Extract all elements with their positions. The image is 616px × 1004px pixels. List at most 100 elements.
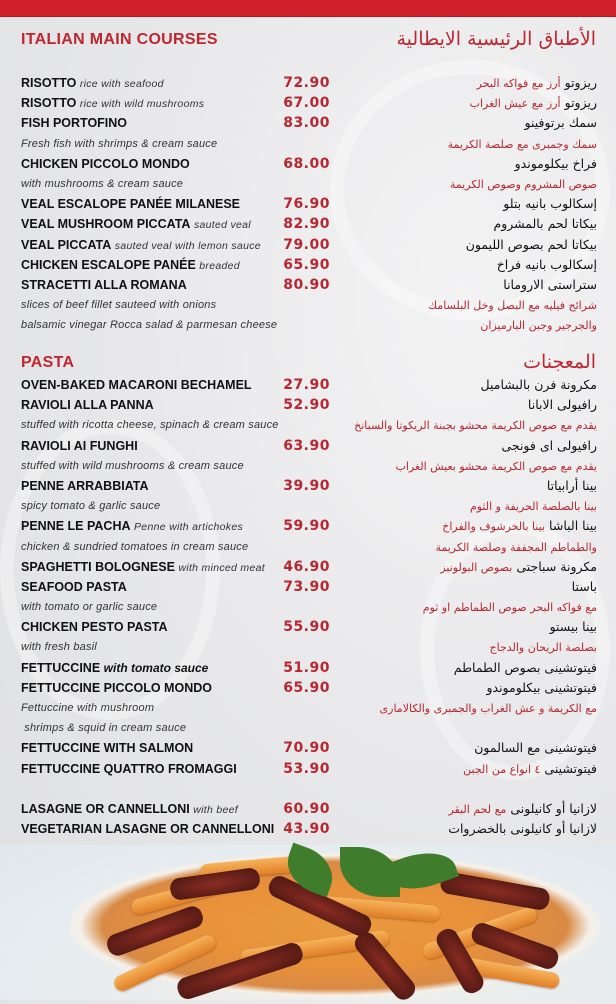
item-price: 60.90	[283, 801, 330, 817]
item-name: RISOTTO	[21, 96, 77, 111]
item-price: 43.90	[283, 821, 330, 838]
item-arabic: إسكالوب بانيه فراخ	[497, 255, 597, 275]
menu-item: VEAL PICCATA sauted veal with lemon sauc…	[0, 235, 616, 255]
menu-item-description: balsamic vinegar Rocca salad & parmesan …	[0, 315, 616, 335]
item-price: 63.90	[283, 437, 330, 454]
item-name: FISH PORTOFINO	[21, 116, 128, 131]
item-arabic: فيتوتشينى ٤ انواع من الجبن	[463, 759, 597, 780]
item-description: Fresh fish with shrimps & cream sauce	[21, 137, 218, 150]
item-description-ar: يقدم مع صوص الكريمة محشو بجبنة الريكوتا …	[354, 419, 597, 433]
item-name-ar: لازانيا أو كانيلونى	[510, 801, 597, 816]
item-description-ar: مع الكريمة و عش الغراب والجمبرى والكالام…	[379, 702, 597, 715]
item-english: FETTUCCINE with tomato sauce	[21, 658, 208, 678]
item-description-ar: يقدم مع صوص الكريمة محشو بعيش الغراب	[395, 459, 597, 473]
item-price: 68.00	[283, 155, 330, 172]
menu-item-description: stuffed with wild mushrooms & cream sauc…	[0, 456, 616, 476]
item-description: shrimps & squid in cream sauce	[21, 722, 187, 735]
item-description: stuffed with wild mushrooms & cream sauc…	[21, 459, 244, 472]
item-name: PENNE ARRABBIATA	[21, 478, 149, 493]
menu-item: RAVIOLI ALLA PANNA 52.90 رافيولى الابانا	[0, 395, 616, 415]
item-english: VEAL PICCATA sauted veal with lemon sauc…	[21, 235, 261, 256]
item-description: rice with seafood	[79, 78, 164, 90]
item-name: VEAL ESCALOPE PANÉE MILANESE	[21, 197, 241, 212]
item-price: 55.90	[283, 619, 330, 636]
item-description-ar: أرز مع فواكه البحر	[476, 77, 561, 90]
item-name-ar: رافيولى اى فونجى	[501, 437, 597, 453]
item-name: VEAL PICCATA	[21, 237, 112, 252]
item-description-ar: بصلصة الريحان والدجاج	[489, 641, 598, 655]
item-price: 76.90	[283, 196, 330, 213]
item-description-ar: مع لحم البقر	[448, 803, 507, 816]
item-price: 80.90	[283, 276, 330, 293]
item-name: RISOTTO	[21, 76, 77, 90]
item-name-ar: ستراستى الارومانا	[503, 276, 597, 292]
item-name-ar: لازانيا أو كانيلونى بالخضروات	[448, 821, 597, 837]
item-name-ar: بينا الباشا	[549, 518, 597, 534]
item-english: PENNE LE PACHA Penne with artichokes	[21, 516, 243, 537]
menu-item: PENNE ARRABBIATA 39.90 بينا أرابياتا	[0, 476, 616, 496]
item-description: with tomato or garlic sauce	[21, 601, 158, 614]
section-title-main-courses-ar: الأطباق الرئيسية الايطالية	[396, 28, 596, 50]
item-arabic: ريزوتو أرز مع عيش الغراب	[470, 93, 597, 114]
item-name: FETTUCCINE WITH SALMON	[21, 741, 194, 756]
item-description: with tomato sauce	[103, 660, 209, 675]
item-name-ar: إسكالوب بانيه فراخ	[496, 256, 597, 272]
item-description: breaded	[199, 259, 240, 272]
item-english: FETTUCCINE QUATTRO FROMAGGI	[21, 759, 237, 779]
item-arabic: سمك وجمبرى مع صلصة الكريمة	[448, 134, 597, 155]
item-arabic: مكرونة فرن بالبشاميل	[481, 375, 597, 395]
menu-item: CHICKEN ESCALOPE PANÉE breaded 65.90 إسكال…	[0, 255, 616, 275]
menu-item: FETTUCCINE with tomato sauce 51.90 فيتوتشي…	[0, 658, 616, 678]
item-name-ar: سمك برتوفينو	[524, 115, 598, 131]
item-description: chicken & sundried tomatoes in cream sau…	[21, 540, 249, 553]
item-arabic: فراخ بيكلوموندو	[515, 154, 597, 174]
menu-item-description: Fresh fish with shrimps & cream sauce سمك…	[0, 134, 616, 154]
item-name: STRACETTI ALLA ROMANA	[21, 277, 187, 292]
item-name-ar: باستا	[571, 578, 597, 594]
item-description-ar: بينا بالخرشوف والفراخ	[442, 520, 546, 534]
item-description-ar: بصوص البولونيز	[440, 560, 513, 574]
item-name: CHICKEN PESTO PASTA	[21, 620, 168, 635]
item-arabic: والجرجير وجبن البارميزان	[480, 315, 597, 336]
item-arabic: باستا	[572, 577, 597, 597]
item-name: OVEN-BAKED MACARONI BECHAMEL	[21, 378, 252, 392]
item-arabic: رافيولى اى فونجى	[501, 436, 597, 456]
item-arabic: إسكالوب بانيه بتلو	[503, 194, 597, 214]
item-arabic: والطماطم المجففة وصلصة الكريمة	[435, 537, 597, 558]
menu-item: CHICKEN PICCOLO MONDO 68.00 فراخ بيكلوموند…	[0, 154, 616, 174]
item-english: RISOTTO rice with seafood	[21, 73, 164, 94]
item-description-ar: ٤ انواع من الجبن	[463, 762, 541, 776]
item-arabic: رافيولى الابانا	[528, 395, 597, 415]
item-name-ar: فراخ بيكلوموندو	[514, 155, 597, 171]
item-name: FETTUCCINE QUATTRO FROMAGGI	[21, 761, 237, 776]
item-price: 39.90	[283, 477, 330, 494]
item-description-ar: والجرجير وجبن البارميزان	[480, 319, 597, 333]
item-arabic: بيكاتا لحم بصوص الليمون	[466, 235, 597, 255]
section-title-pasta-ar: المعجنات	[523, 351, 596, 373]
menu-item: FETTUCCINE WITH SALMON 70.90 فيتوتشينى مع …	[0, 738, 616, 758]
menu-item: STRACETTI ALLA ROMANA 80.90 ستراستى الاروم…	[0, 275, 616, 295]
item-name: LASAGNE OR CANNELLONI	[21, 802, 190, 816]
item-name: VEAL MUSHROOM PICCATA	[21, 217, 191, 232]
item-name-ar: رافيولى الابانا	[527, 397, 597, 413]
item-name-ar: فيتوتشينى مع السالمون	[474, 740, 597, 756]
menu-item-description: stuffed with ricotta cheese, spinach & c…	[0, 415, 616, 435]
lasagne-list: LASAGNE OR CANNELLONI with beef 60.90 لازا…	[0, 799, 616, 839]
item-english: VEAL ESCALOPE PANÉE MILANESE	[21, 194, 240, 214]
item-price: 73.90	[283, 578, 330, 595]
item-description: sauted veal	[193, 219, 251, 232]
item-name: FETTUCCINE PICCOLO MONDO	[21, 680, 212, 695]
menu-item: RAVIOLI AI FUNGHI 63.90 رافيولى اى فونجى	[0, 436, 616, 456]
item-price: 65.90	[283, 679, 330, 696]
item-arabic: سمك برتوفينو	[525, 113, 598, 133]
menu-item: LASAGNE OR CANNELLONI with beef 60.90 لازا…	[0, 799, 616, 819]
item-price: 79.00	[283, 236, 330, 253]
menu-item-description: Fettuccine with mushroom مع الكريمة و عش …	[0, 698, 616, 718]
item-arabic: مكرونة سباجتى بصوص البولونيز	[440, 557, 597, 578]
item-arabic: فيتوتشينى بصوص الطماطم	[454, 658, 597, 678]
item-arabic: فيتوتشينى بيكلوموندو	[486, 678, 597, 698]
item-arabic: يقدم مع صوص الكريمة محشو بعيش الغراب	[395, 456, 597, 477]
item-arabic: مع الكريمة و عش الغراب والجمبرى والكالام…	[380, 698, 597, 719]
menu-item-description: with tomato or garlic sauce مع فواكه البح…	[0, 597, 616, 617]
menu-item-description: chicken & sundried tomatoes in cream sau…	[0, 537, 616, 557]
